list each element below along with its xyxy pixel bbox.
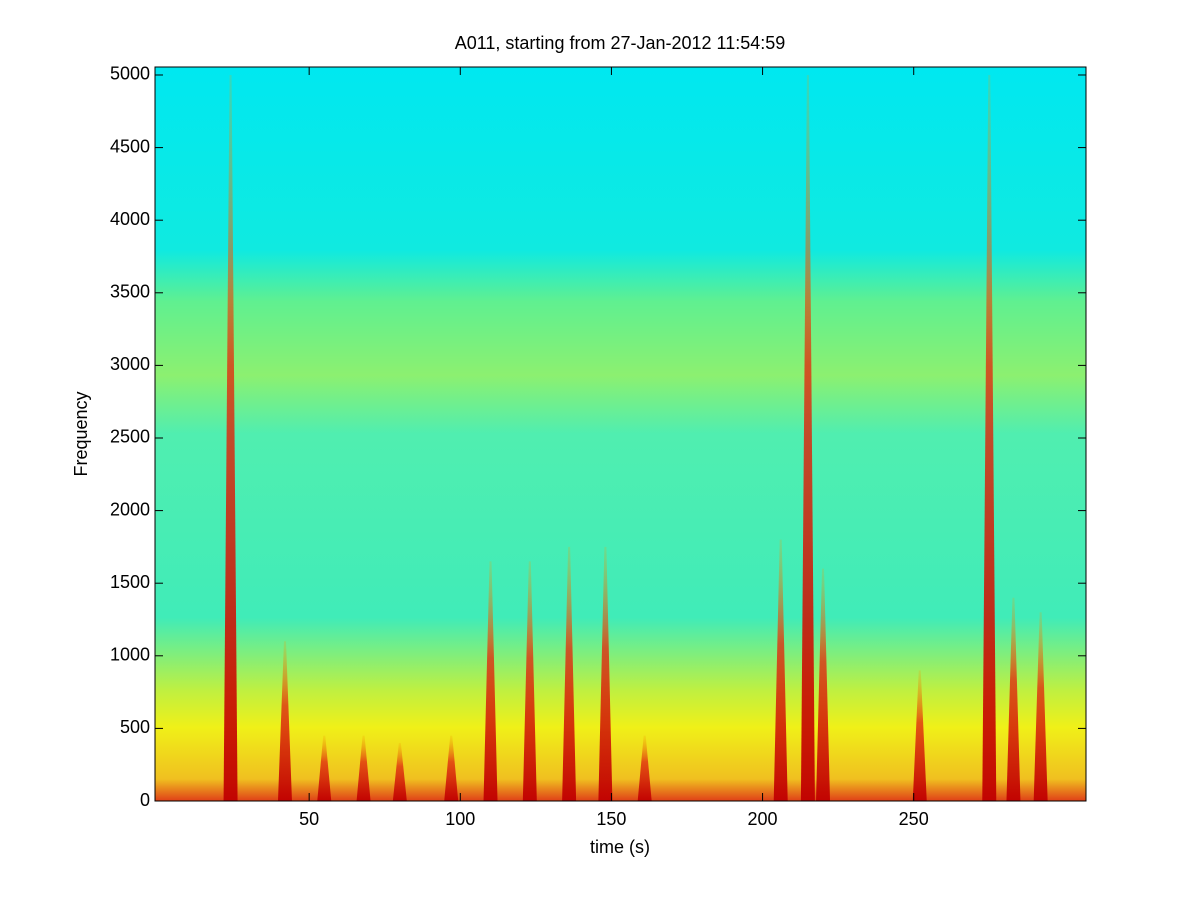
- x-axis-label: time (s): [590, 837, 650, 857]
- y-tick-label: 2000: [110, 499, 150, 519]
- x-tick-label: 200: [748, 809, 778, 829]
- burst: [356, 735, 371, 801]
- burst: [277, 641, 292, 801]
- burst: [1006, 597, 1021, 801]
- burst: [317, 735, 332, 801]
- y-tick-label: 3000: [110, 354, 150, 374]
- burst: [562, 546, 577, 801]
- x-tick-label: 150: [596, 809, 626, 829]
- y-tick-label: 0: [140, 790, 150, 810]
- burst: [444, 735, 459, 801]
- burst: [816, 568, 831, 801]
- burst: [982, 74, 997, 802]
- y-tick-label: 4500: [110, 136, 150, 156]
- x-tick-label: 250: [899, 809, 929, 829]
- burst: [522, 561, 537, 801]
- y-tick-label: 2500: [110, 427, 150, 447]
- y-tick-label: 4000: [110, 209, 150, 229]
- y-tick-label: 500: [120, 717, 150, 737]
- burst: [800, 74, 815, 802]
- burst: [598, 546, 613, 801]
- burst: [1033, 612, 1048, 801]
- chart-title: A011, starting from 27-Jan-2012 11:54:59: [455, 33, 786, 53]
- burst: [912, 670, 927, 801]
- spectrogram-background: [155, 67, 1086, 801]
- x-tick-label: 50: [299, 809, 319, 829]
- burst: [773, 539, 788, 801]
- y-tick-label: 1500: [110, 572, 150, 592]
- burst: [223, 74, 238, 802]
- y-tick-label: 5000: [110, 64, 150, 84]
- plot-frame: [154, 66, 1087, 802]
- y-tick-label: 3500: [110, 282, 150, 302]
- burst: [637, 735, 652, 801]
- y-tick-label: 1000: [110, 645, 150, 665]
- burst: [392, 742, 407, 801]
- y-axis-label: Frequency: [71, 391, 91, 476]
- x-tick-label: 100: [445, 809, 475, 829]
- burst: [483, 561, 498, 801]
